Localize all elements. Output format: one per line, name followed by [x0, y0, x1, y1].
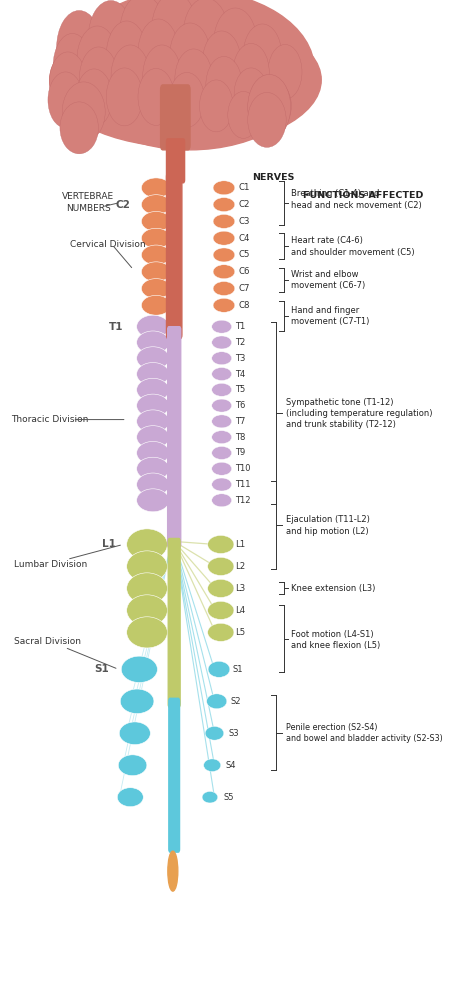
Text: L3: L3 — [235, 583, 246, 593]
Ellipse shape — [213, 231, 235, 245]
FancyBboxPatch shape — [169, 698, 180, 852]
Text: Knee extension (L3): Knee extension (L3) — [292, 583, 376, 593]
Text: Penile erection (S2-S4)
and bowel and bladder activity (S2-S3): Penile erection (S2-S4) and bowel and bl… — [286, 723, 443, 743]
Ellipse shape — [141, 279, 171, 299]
Text: C3: C3 — [238, 217, 250, 226]
Ellipse shape — [228, 92, 259, 138]
Ellipse shape — [212, 336, 232, 349]
Ellipse shape — [137, 489, 169, 511]
Ellipse shape — [119, 722, 150, 744]
Text: Cervical Division: Cervical Division — [70, 240, 146, 250]
Ellipse shape — [200, 80, 233, 132]
Text: T5: T5 — [235, 386, 246, 395]
Text: T8: T8 — [235, 433, 246, 442]
Ellipse shape — [243, 24, 282, 86]
Ellipse shape — [248, 93, 286, 147]
Text: T6: T6 — [235, 401, 246, 411]
Ellipse shape — [212, 384, 232, 397]
Text: C6: C6 — [238, 267, 250, 277]
Ellipse shape — [213, 181, 235, 195]
Ellipse shape — [213, 282, 235, 296]
Ellipse shape — [212, 447, 232, 460]
Ellipse shape — [208, 601, 234, 619]
Ellipse shape — [137, 410, 169, 433]
Ellipse shape — [212, 368, 232, 381]
FancyBboxPatch shape — [166, 139, 184, 183]
Ellipse shape — [127, 550, 167, 582]
Ellipse shape — [138, 68, 174, 126]
Text: T1: T1 — [109, 322, 123, 332]
Ellipse shape — [88, 1, 134, 76]
Text: Lumbar Division: Lumbar Division — [14, 559, 87, 569]
Ellipse shape — [60, 102, 99, 154]
Text: Sympathetic tone (T1-12)
(including temperature regulation)
and trunk stability : Sympathetic tone (T1-12) (including temp… — [286, 398, 432, 430]
Text: Ejaculation (T11-L2)
and hip motion (L2): Ejaculation (T11-L2) and hip motion (L2) — [286, 515, 370, 535]
Ellipse shape — [261, 83, 292, 129]
Ellipse shape — [208, 557, 234, 575]
Ellipse shape — [117, 787, 143, 807]
Ellipse shape — [208, 661, 230, 677]
FancyBboxPatch shape — [166, 173, 182, 339]
Ellipse shape — [183, 0, 228, 70]
Text: NERVES: NERVES — [253, 173, 295, 183]
Text: T3: T3 — [235, 354, 246, 363]
Ellipse shape — [53, 33, 91, 98]
Text: L1: L1 — [235, 539, 246, 549]
Ellipse shape — [152, 0, 197, 68]
Text: C2: C2 — [238, 200, 250, 209]
Ellipse shape — [214, 8, 257, 76]
Ellipse shape — [77, 26, 118, 94]
Ellipse shape — [141, 262, 171, 282]
Ellipse shape — [138, 19, 179, 87]
Text: Breathing (C1-4) and
head and neck movement (C2): Breathing (C1-4) and head and neck movem… — [292, 190, 422, 210]
Ellipse shape — [212, 463, 232, 476]
Ellipse shape — [268, 44, 302, 99]
Ellipse shape — [233, 43, 269, 101]
Ellipse shape — [175, 49, 212, 109]
Text: T9: T9 — [235, 449, 246, 458]
Ellipse shape — [106, 68, 143, 126]
Ellipse shape — [48, 72, 83, 128]
Ellipse shape — [213, 198, 235, 212]
Ellipse shape — [49, 52, 86, 112]
Ellipse shape — [56, 11, 102, 86]
Ellipse shape — [208, 579, 234, 597]
Ellipse shape — [141, 228, 171, 248]
Ellipse shape — [207, 694, 227, 708]
Ellipse shape — [212, 431, 232, 444]
Ellipse shape — [206, 56, 242, 113]
Ellipse shape — [121, 656, 157, 682]
Text: T10: T10 — [235, 465, 251, 474]
Ellipse shape — [205, 726, 224, 740]
Text: S3: S3 — [228, 728, 238, 738]
Text: S4: S4 — [226, 760, 236, 770]
Text: C8: C8 — [238, 301, 250, 310]
Ellipse shape — [212, 415, 232, 428]
Ellipse shape — [120, 0, 165, 70]
Text: Hand and finger
movement (C7-T1): Hand and finger movement (C7-T1) — [292, 306, 370, 327]
Ellipse shape — [50, 12, 321, 147]
Ellipse shape — [202, 791, 218, 803]
Ellipse shape — [137, 394, 169, 418]
Ellipse shape — [137, 316, 169, 338]
Ellipse shape — [168, 851, 178, 891]
Ellipse shape — [141, 178, 171, 198]
Ellipse shape — [202, 31, 241, 93]
Ellipse shape — [137, 442, 169, 465]
Ellipse shape — [118, 755, 147, 775]
Text: FUNCTIONS AFFECTED: FUNCTIONS AFFECTED — [303, 191, 423, 201]
Text: L2: L2 — [235, 561, 246, 571]
FancyBboxPatch shape — [161, 85, 190, 150]
Ellipse shape — [127, 572, 167, 604]
Ellipse shape — [137, 347, 169, 370]
Ellipse shape — [111, 45, 149, 107]
Ellipse shape — [212, 478, 232, 491]
Ellipse shape — [212, 399, 232, 412]
Text: T2: T2 — [235, 338, 246, 347]
Ellipse shape — [208, 623, 234, 641]
Ellipse shape — [137, 379, 169, 402]
Ellipse shape — [204, 759, 221, 771]
Ellipse shape — [76, 69, 112, 127]
Ellipse shape — [120, 689, 154, 713]
Text: T7: T7 — [235, 417, 246, 426]
